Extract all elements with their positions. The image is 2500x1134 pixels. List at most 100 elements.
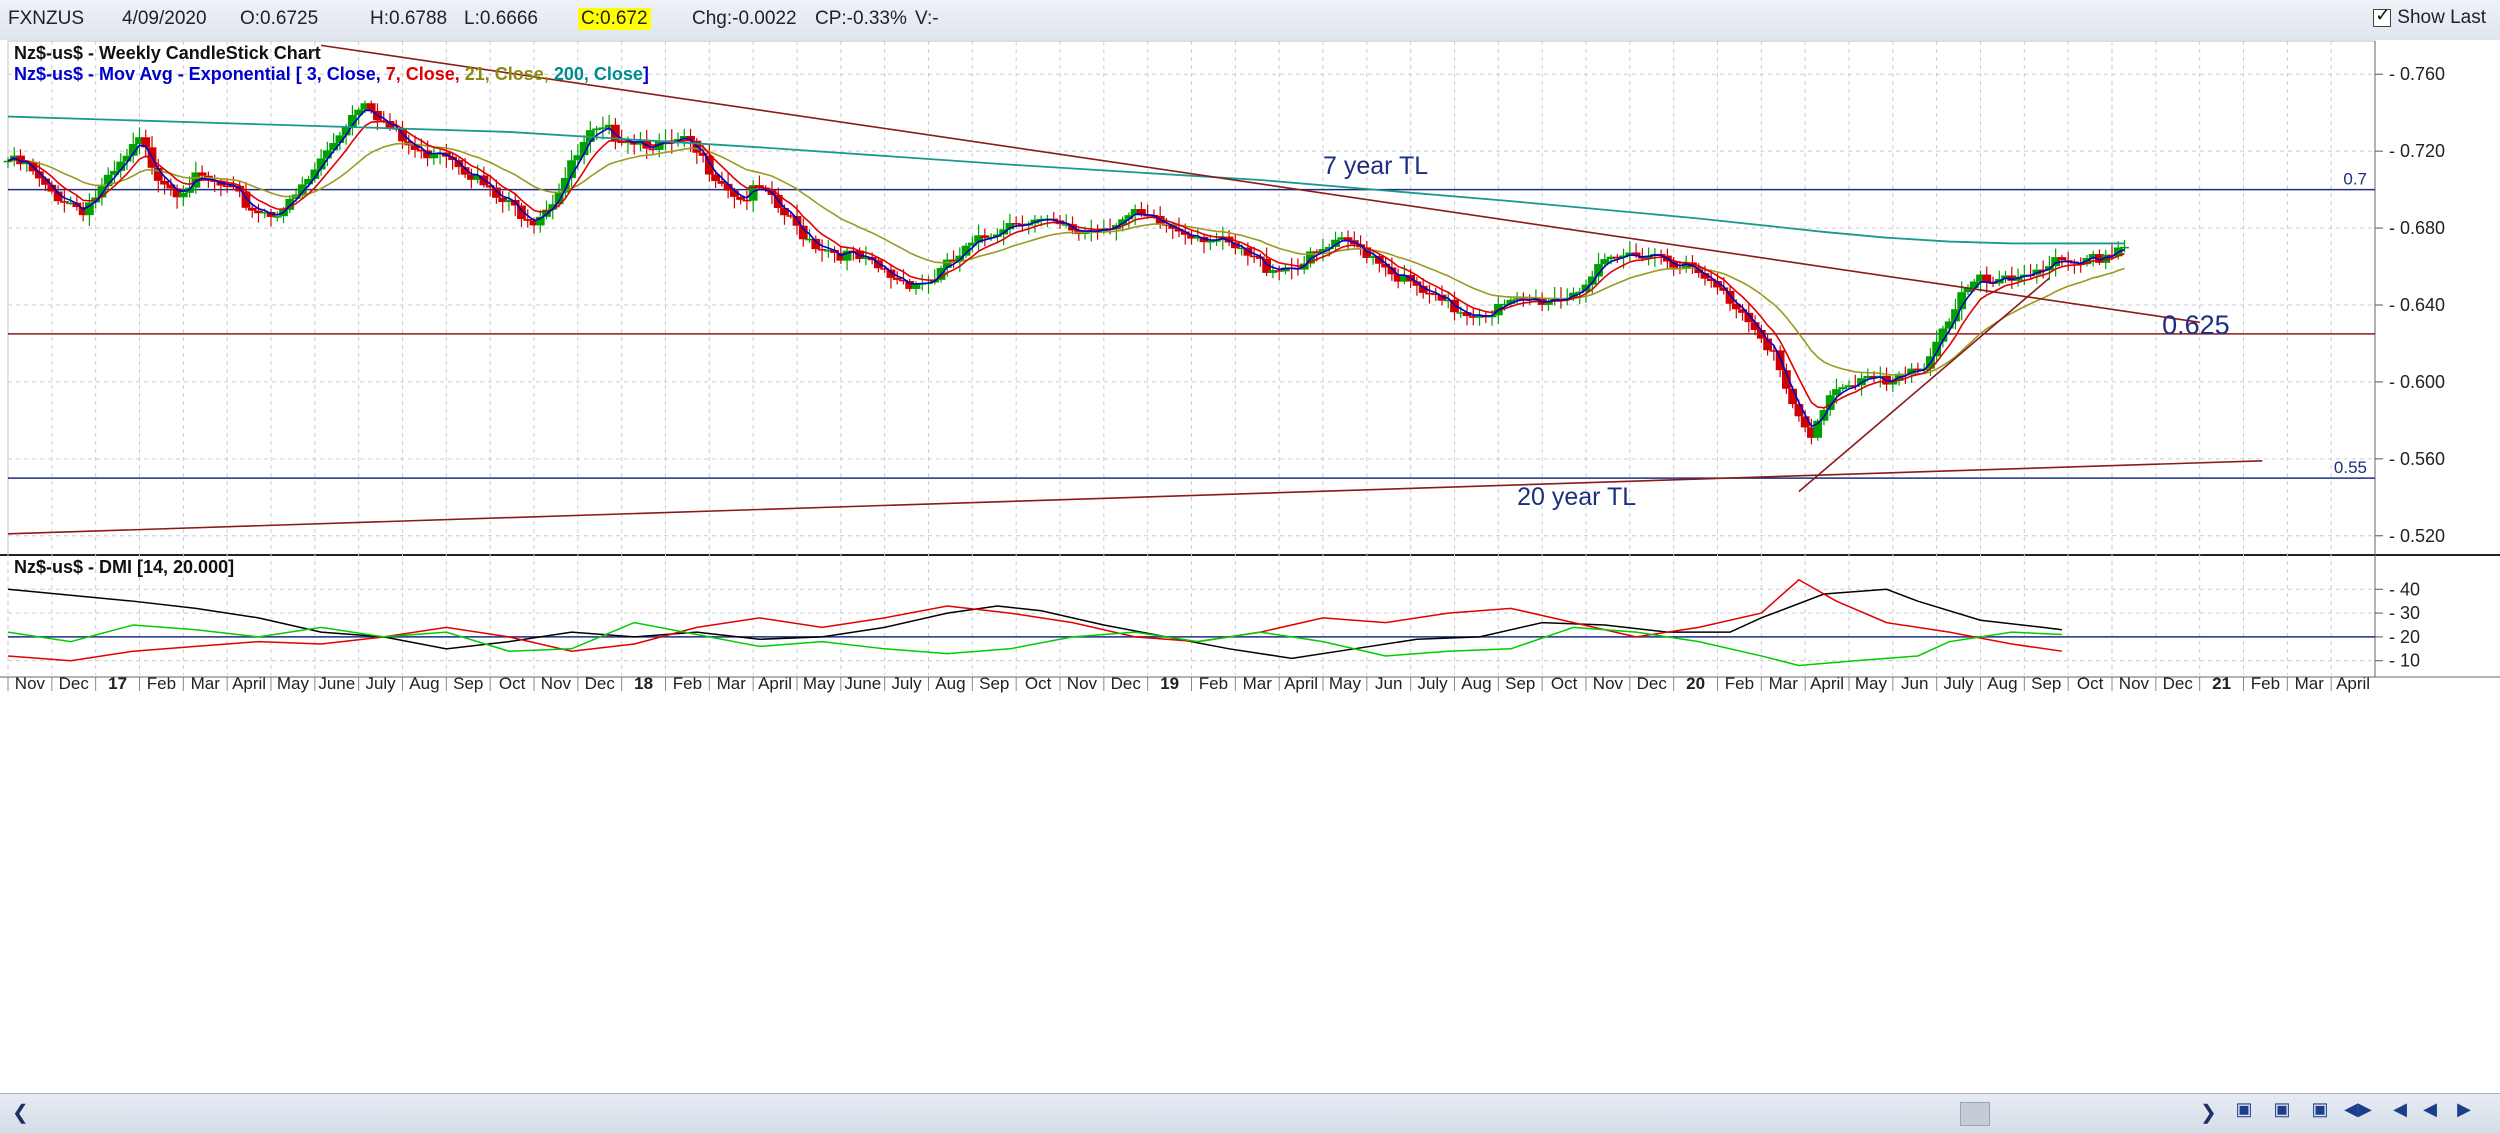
high-value: H:0.6788	[370, 8, 448, 29]
candle-body	[823, 250, 833, 252]
candle-body	[59, 201, 69, 203]
first-page-icon[interactable]: ◀▶	[2344, 1099, 2372, 1119]
candle-body	[786, 215, 796, 217]
candle-body	[598, 127, 608, 129]
candle-body	[22, 162, 32, 165]
candle-body	[229, 185, 238, 188]
candle-body	[1262, 258, 1272, 273]
candle-body	[1180, 231, 1190, 235]
month-label: July	[1417, 674, 1448, 693]
candle-body	[911, 284, 921, 289]
candle-body	[1612, 256, 1622, 259]
show-last-toggle[interactable]: Show Last	[2373, 5, 2486, 29]
candle-body	[2095, 254, 2104, 263]
month-label: May	[1329, 674, 1362, 693]
scroll-right-icon[interactable]: ❯	[2200, 1102, 2217, 1124]
candle-body	[1825, 395, 1835, 410]
candle-body	[880, 268, 890, 270]
candle-body	[1681, 262, 1691, 269]
date-label: 4/09/2020	[122, 8, 207, 29]
pan-right-icon[interactable]: ▶	[2457, 1099, 2471, 1119]
month-label: Nov	[15, 674, 46, 693]
candle-body	[1844, 385, 1854, 388]
candle-body	[1800, 416, 1810, 428]
candle-body	[348, 114, 357, 127]
candle-body	[1393, 274, 1403, 282]
candle-body	[247, 207, 257, 211]
candle-body	[1443, 299, 1453, 302]
month-label: Feb	[1725, 674, 1754, 693]
month-label: Oct	[1025, 674, 1052, 693]
candle-body	[1769, 350, 1779, 352]
candle-body	[72, 202, 82, 208]
month-label: Nov	[1593, 674, 1624, 693]
month-label: Feb	[147, 674, 176, 693]
candle-body	[1143, 214, 1153, 217]
candle-body	[592, 128, 602, 131]
candle-body	[1425, 292, 1434, 295]
chart-area[interactable]: - 0.760 - 0.720 - 0.680 - 0.640 - 0.600 - 0.5…	[0, 40, 2500, 1093]
month-label: Mar	[191, 674, 221, 693]
candle-body	[955, 255, 965, 262]
low-value: L:0.6666	[464, 8, 538, 29]
candle-body	[1775, 350, 1785, 371]
candle-body	[874, 260, 883, 269]
candle-body	[1193, 236, 1203, 239]
candle-body	[949, 259, 958, 262]
candle-body	[1362, 247, 1372, 258]
candle-body	[2057, 257, 2067, 261]
pan-left-icon[interactable]: ◀	[2423, 1099, 2437, 1119]
candle-body	[297, 184, 307, 195]
candle-body	[85, 202, 94, 216]
candle-body	[41, 178, 50, 185]
candle-body	[1807, 427, 1816, 438]
step-back-icon[interactable]: ◀	[2393, 1099, 2407, 1119]
month-label: Aug	[935, 674, 965, 693]
candle-body	[260, 211, 270, 214]
month-label: July	[1943, 674, 1974, 693]
candle-body	[755, 185, 764, 188]
candle-body	[1130, 209, 1140, 216]
candle-body	[611, 124, 620, 141]
candle-body	[1713, 281, 1722, 288]
candle-body	[792, 216, 802, 226]
candle-body	[1594, 264, 1603, 277]
candle-body	[704, 155, 714, 175]
candle-body	[1688, 262, 1697, 267]
zoom-fit-icon[interactable]: ▣	[2311, 1099, 2329, 1119]
candle-body	[178, 192, 188, 198]
candle-body	[103, 174, 113, 187]
candle-body	[1306, 251, 1315, 264]
price-tick-label: - 0.600	[2389, 372, 2445, 392]
candle-body	[679, 136, 689, 140]
month-label: Oct	[499, 674, 526, 693]
level-label: 0.7	[2343, 170, 2367, 189]
candle-body	[1706, 278, 1716, 282]
month-label: Mar	[2295, 674, 2325, 693]
month-label: Mar	[1769, 674, 1799, 693]
candle-body	[122, 155, 132, 162]
candle-body	[1343, 237, 1353, 241]
change-value: Chg:-0.0022	[692, 8, 797, 29]
volume-value: V:-	[915, 8, 939, 29]
candle-body	[498, 197, 508, 203]
time-axis: Nov Dec 17 Feb Mar April May June July Aug Sep Oct N…	[0, 674, 2500, 693]
show-last-checkbox[interactable]	[2373, 5, 2392, 27]
scroll-left-icon[interactable]: ❮	[12, 1102, 29, 1124]
candle-body	[1700, 273, 1710, 279]
zoom-in-icon[interactable]: ▣	[2235, 1099, 2253, 1119]
candle-body	[410, 145, 420, 150]
price-tick-label: - 0.760	[2389, 64, 2445, 84]
candle-body	[1850, 385, 1860, 387]
zoom-out-icon[interactable]: ▣	[2273, 1099, 2291, 1119]
month-label: Oct	[1551, 674, 1578, 693]
candle-body	[1018, 223, 1027, 226]
scroll-thumb[interactable]	[1960, 1102, 1990, 1126]
candle-body	[197, 172, 207, 176]
candle-body	[1756, 329, 1766, 339]
candle-body	[47, 184, 57, 192]
candle-body	[2001, 275, 2010, 280]
scroll-bar[interactable]: ❮ ❯ ▣ ▣ ▣ ◀▶ ◀ ◀ ▶	[0, 1093, 2500, 1134]
candle-body	[1631, 252, 1641, 257]
candle-body	[961, 245, 971, 256]
